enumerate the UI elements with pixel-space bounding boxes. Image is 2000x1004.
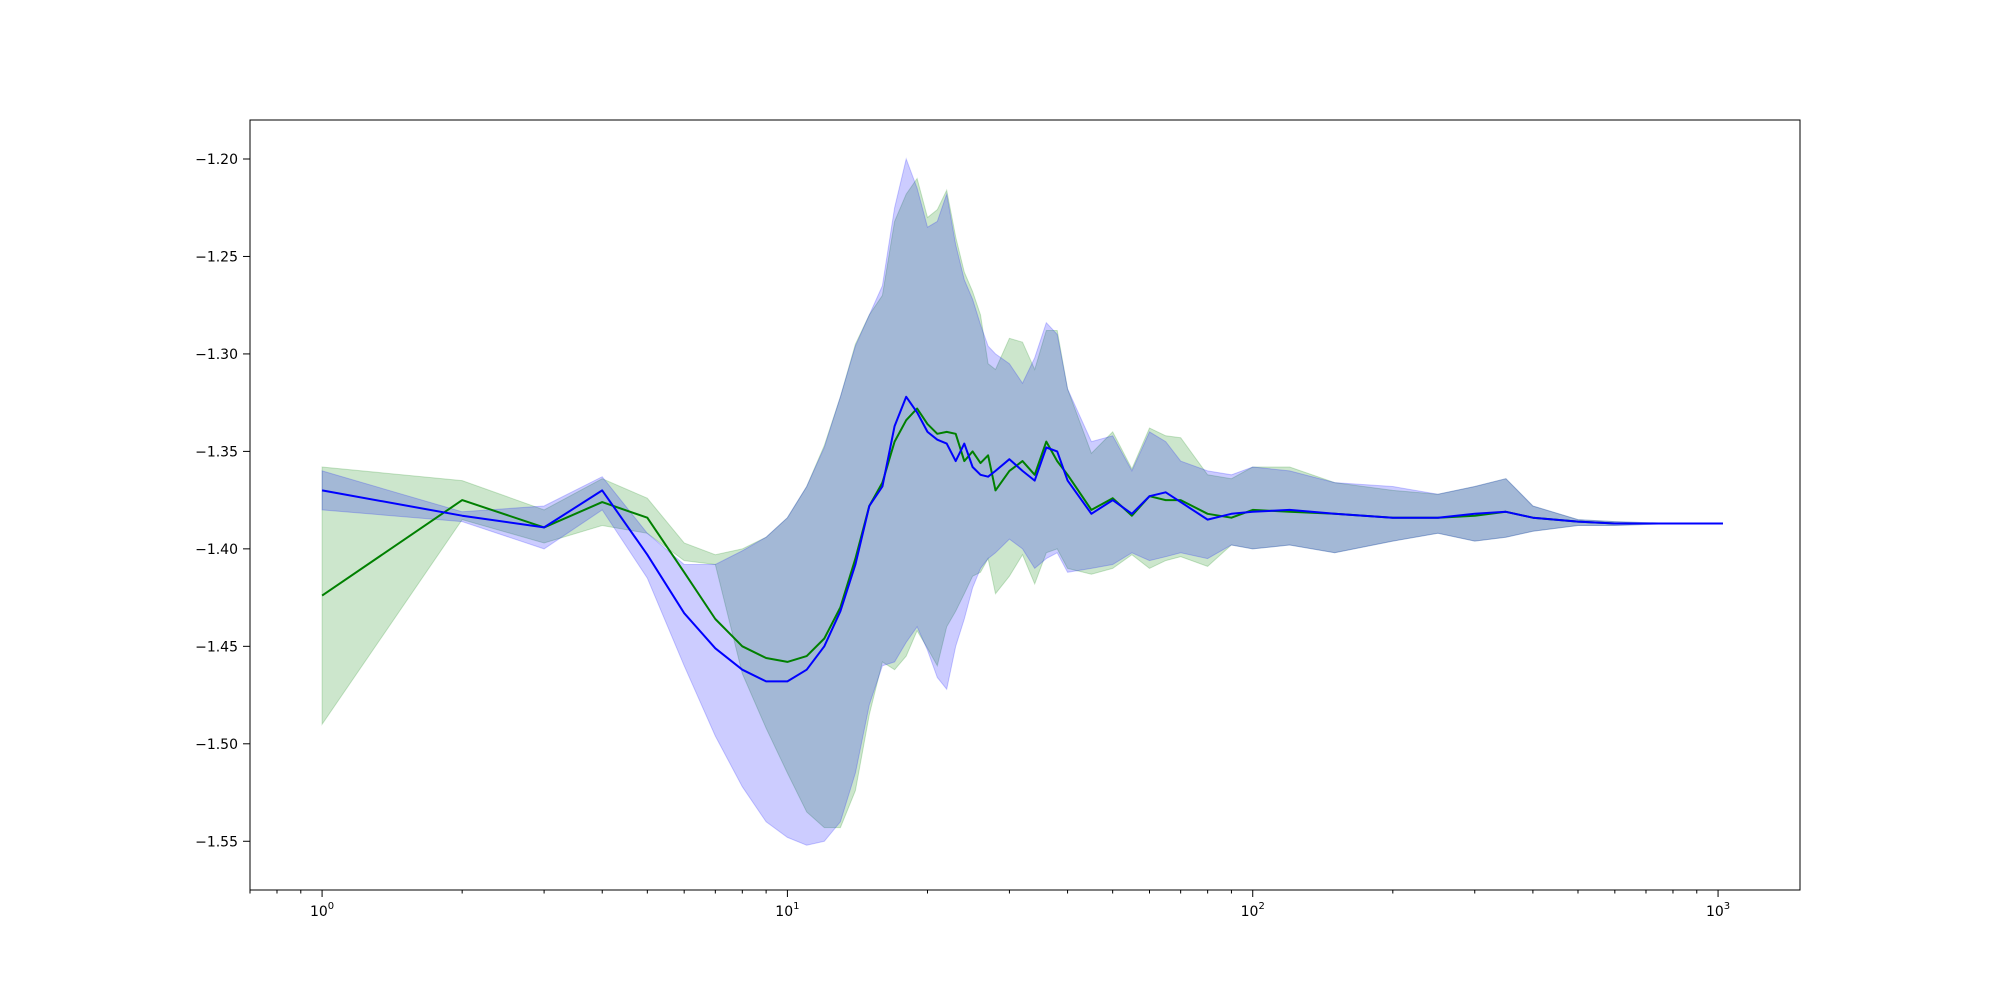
y-tick-label: −1.35 [195,444,238,460]
x-tick-label: 103 [1706,901,1730,920]
y-axis: −1.20 −1.25 −1.30 −1.35 −1.40 −1.45 −1.50 −1.55 [195,152,250,850]
y-tick-label: −1.45 [195,639,238,655]
series-lines [321,395,1723,683]
x-axis: 100 101 102 103 [249,890,1730,920]
x-tick-label: 101 [775,901,799,920]
plot-frame [249,119,1801,891]
y-tick-label: −1.55 [195,834,238,850]
y-tick-label: −1.25 [195,249,238,265]
y-tick-label: −1.40 [195,542,238,558]
series-1-line [321,395,1723,683]
x-tick-label: 102 [1241,901,1265,920]
y-tick-label: −1.50 [195,737,238,753]
y-tick-label: −1.30 [195,347,238,363]
x-tick-label: 100 [310,901,334,920]
y-tick-label: −1.20 [195,152,238,168]
